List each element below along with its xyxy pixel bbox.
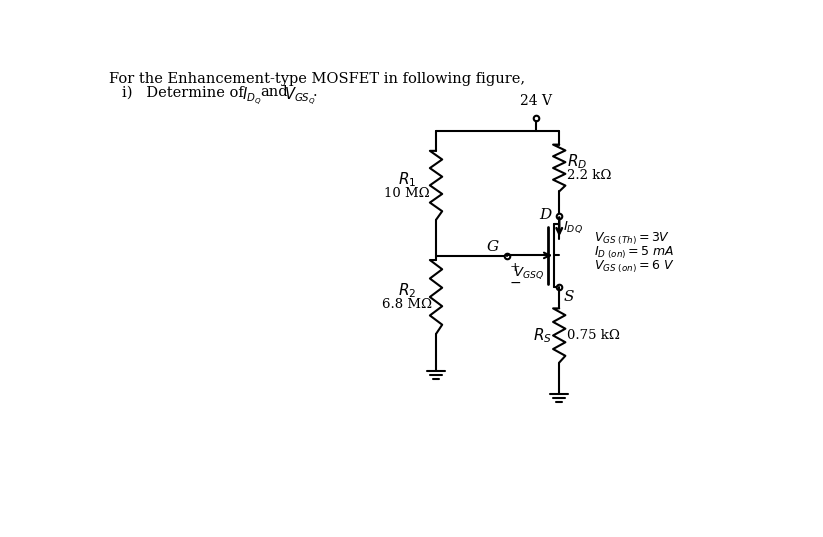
Text: $R_1$: $R_1$ [398, 170, 416, 188]
Text: $V_{GSQ}$: $V_{GSQ}$ [513, 265, 544, 281]
Text: $I_{DQ}$: $I_{DQ}$ [563, 219, 583, 235]
Text: $V_{GS\ (Th)} = 3V$: $V_{GS\ (Th)} = 3V$ [594, 231, 670, 248]
Text: $R_2$: $R_2$ [398, 281, 416, 300]
Text: S: S [564, 290, 574, 304]
Text: $R_S$: $R_S$ [532, 326, 551, 345]
Text: $\it{I}_{D_Q}$: $\it{I}_{D_Q}$ [242, 85, 262, 107]
Text: +: + [510, 261, 521, 274]
Text: 10 MΩ: 10 MΩ [384, 186, 430, 200]
Text: 6.8 MΩ: 6.8 MΩ [382, 298, 432, 311]
Text: $R_D$: $R_D$ [567, 153, 587, 171]
Text: $I_{D\ (on)} = 5\ mA$: $I_{D\ (on)} = 5\ mA$ [594, 245, 674, 262]
Text: 24 V: 24 V [520, 95, 552, 108]
Text: i)   Determine of: i) Determine of [122, 85, 249, 99]
Text: 0.75 kΩ: 0.75 kΩ [567, 329, 620, 342]
Text: $V_{GS\ (on)} = 6\ V$: $V_{GS\ (on)} = 6\ V$ [594, 259, 674, 275]
Text: For the Enhancement-type MOSFET in following figure,: For the Enhancement-type MOSFET in follo… [109, 72, 525, 86]
Text: G: G [487, 240, 500, 254]
Text: $\it{V}_{GS_Q}$: $\it{V}_{GS_Q}$ [284, 85, 315, 107]
Text: 2.2 kΩ: 2.2 kΩ [567, 169, 611, 182]
Text: and: and [260, 85, 288, 99]
Text: −: − [510, 275, 522, 289]
Text: D: D [539, 208, 551, 222]
Text: .: . [313, 85, 318, 99]
